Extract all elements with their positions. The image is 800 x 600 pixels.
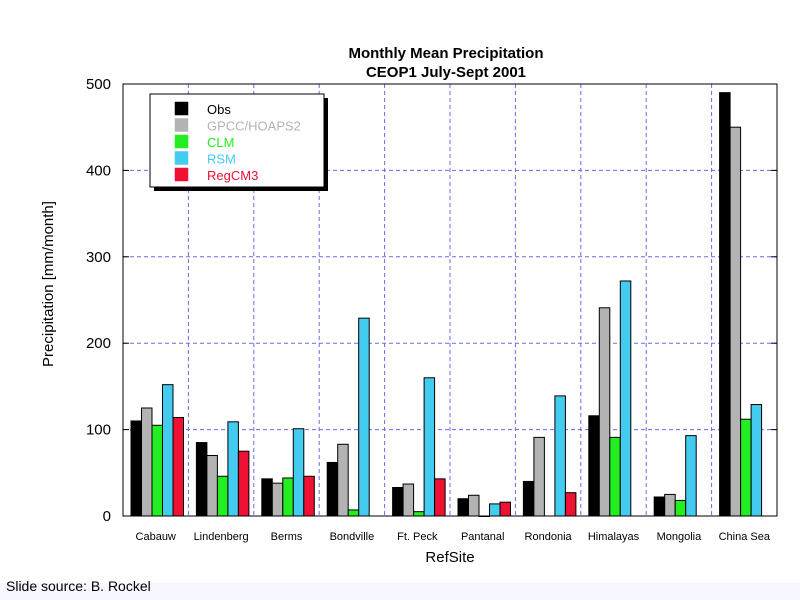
legend-swatch: [174, 167, 189, 182]
bar: [674, 499, 687, 517]
x-tick-label: Rondonia: [525, 531, 573, 543]
bar: [172, 417, 184, 517]
bar: [292, 428, 305, 517]
bar: [237, 450, 250, 517]
y-tick-label: 400: [86, 162, 111, 179]
x-tick-label: Ft. Peck: [397, 531, 438, 543]
bar: [151, 424, 163, 517]
bar: [337, 443, 349, 517]
bar: [195, 442, 208, 517]
bar: [392, 486, 404, 517]
y-tick-label: 0: [103, 508, 111, 525]
legend-label: RegCM3: [207, 168, 258, 183]
bar: [227, 421, 239, 517]
bar: [216, 475, 229, 517]
bar: [719, 92, 731, 517]
bar: [282, 477, 294, 517]
bar: [206, 455, 218, 517]
bar: [609, 436, 621, 517]
bar: [598, 307, 611, 517]
x-tick-label: Lindenberg: [194, 531, 249, 543]
bar: [326, 461, 339, 517]
legend-swatch: [174, 101, 189, 116]
bar: [413, 511, 425, 517]
legend-label: GPCC/HOAPS2: [207, 119, 301, 134]
x-tick-label: Himalayas: [588, 531, 640, 543]
bar: [750, 404, 763, 517]
legend-label: RSM: [207, 152, 236, 167]
plot-frame: [122, 83, 778, 517]
x-tick-label: Pantanal: [461, 531, 504, 543]
legend-label: CLM: [207, 135, 234, 150]
bar: [162, 384, 174, 517]
bar: [653, 496, 666, 517]
bar: [457, 498, 469, 517]
chart-subtitle: CEOP1 July-Sept 2001: [366, 64, 526, 81]
y-axis-label: Precipitation [mm/month]: [40, 201, 57, 367]
bar: [554, 395, 566, 517]
x-tick-label: China Sea: [719, 531, 771, 543]
bar: [564, 492, 577, 517]
bar: [141, 407, 153, 517]
legend-swatch: [174, 151, 189, 165]
legend-label: Obs: [207, 102, 231, 117]
bar: [402, 483, 415, 517]
x-axis-ticks: Cabauw Lindenberg Berms Bondville Ft. Peck Pa…: [136, 531, 771, 543]
bar: [130, 420, 142, 517]
bar: [588, 415, 600, 517]
bar: [685, 435, 697, 517]
bar: [271, 482, 284, 517]
legend-swatch: [174, 118, 189, 132]
x-tick-label: Bondville: [330, 531, 375, 543]
chart-title: Monthly Mean Precipitation: [348, 45, 543, 62]
slide-source-caption: Slide source: B. Rockel: [6, 578, 151, 594]
legend-swatch: [174, 134, 189, 149]
bar: [347, 509, 360, 517]
bar: [489, 503, 501, 517]
y-tick-label: 100: [86, 422, 111, 439]
y-tick-label: 500: [86, 76, 111, 93]
x-tick-label: Cabauw: [136, 531, 176, 543]
bar: [468, 494, 480, 517]
bar: [664, 493, 676, 517]
bar: [303, 475, 315, 517]
bar: [729, 126, 742, 517]
y-tick-label: 300: [86, 249, 111, 266]
bar: [533, 436, 545, 517]
bar: [261, 478, 273, 517]
bar: [423, 377, 436, 517]
bar: [619, 280, 632, 517]
bar: [358, 317, 370, 517]
x-axis-label: RefSite: [425, 549, 474, 566]
y-tick-label: 200: [86, 335, 111, 352]
bar: [522, 480, 535, 517]
footer-bar: [0, 583, 800, 600]
bar: [499, 501, 511, 517]
x-tick-label: Berms: [271, 531, 303, 543]
bar: [740, 418, 752, 517]
bar: [434, 478, 446, 517]
x-tick-label: Mongolia: [657, 531, 703, 543]
y-axis-ticks: 0 100 200 300 400 500: [86, 76, 777, 525]
